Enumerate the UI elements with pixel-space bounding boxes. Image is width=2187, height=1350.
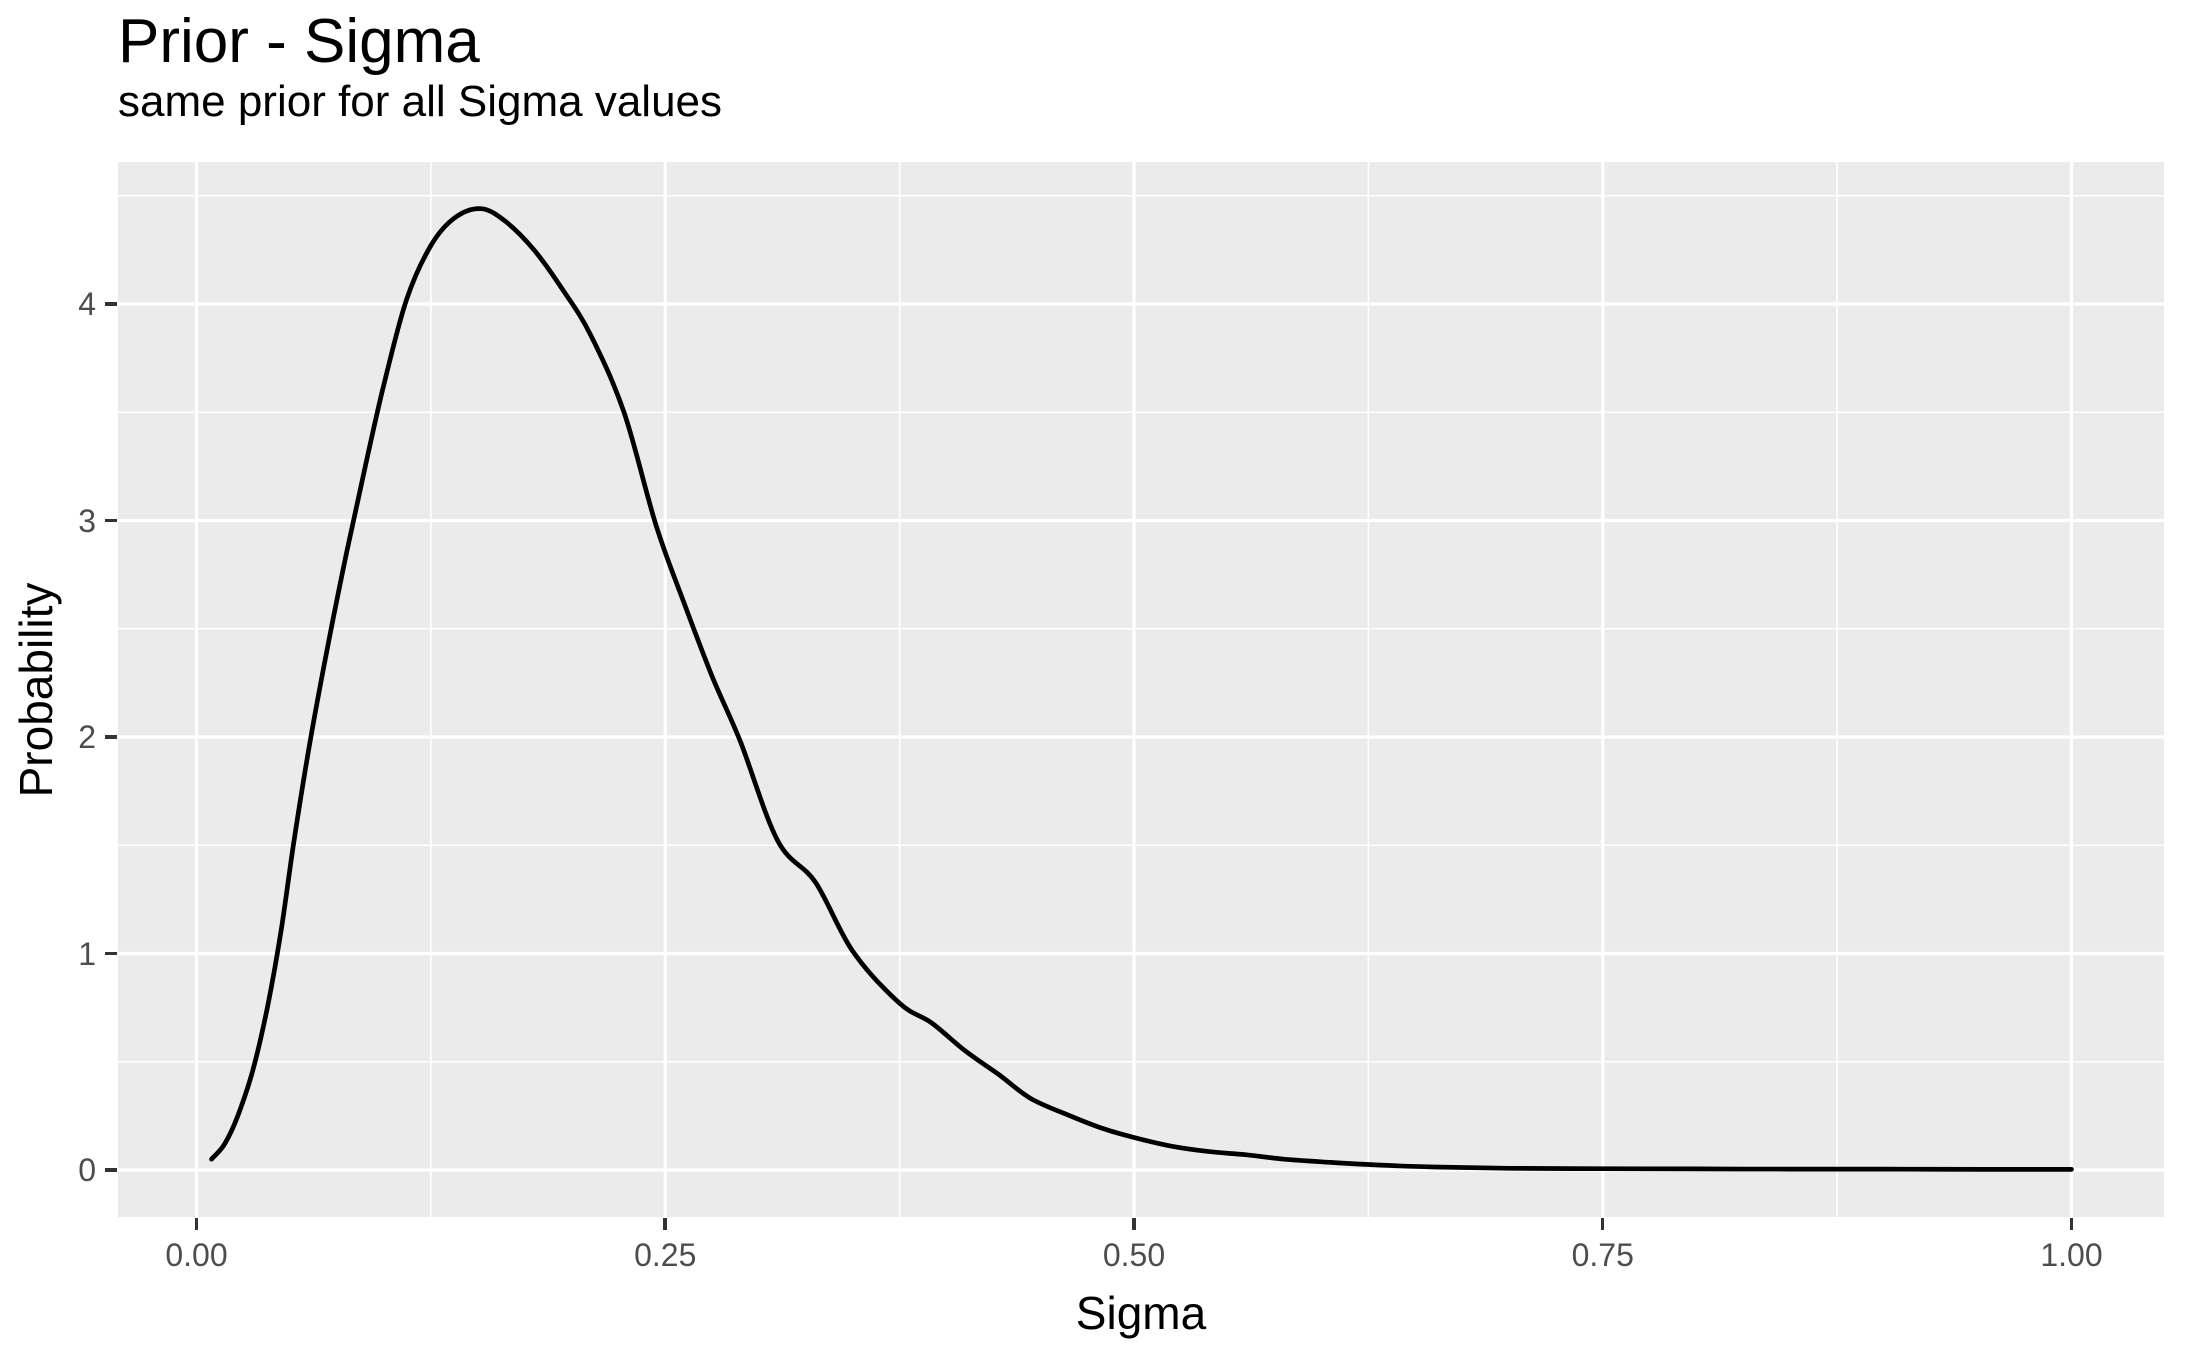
x-axis-tick-label: 0.00 xyxy=(165,1237,228,1273)
y-axis-tick-label: 0 xyxy=(78,1152,96,1188)
x-axis-title: Sigma xyxy=(1075,1287,1207,1339)
x-axis-tick-mark xyxy=(663,1218,667,1230)
x-axis-tick-label: 0.75 xyxy=(1571,1237,1634,1273)
x-axis-tick-mark xyxy=(194,1218,198,1230)
x-axis-tick-label: 0.25 xyxy=(634,1237,697,1273)
y-axis-tick-label: 1 xyxy=(78,935,96,972)
x-axis-tick-mark xyxy=(2069,1218,2073,1230)
y-axis-tick-label: 4 xyxy=(78,286,96,322)
y-axis-tick-mark xyxy=(105,518,117,522)
x-axis-tick-mark xyxy=(1132,1218,1136,1230)
y-axis-title: Probability xyxy=(10,582,62,798)
y-axis-tick-mark xyxy=(105,951,117,955)
x-axis-tick-label: 1.00 xyxy=(2040,1237,2103,1273)
y-axis-tick-label: 3 xyxy=(78,502,96,539)
y-axis-tick-label: 2 xyxy=(78,719,96,755)
prior-density-curve xyxy=(209,206,2074,1172)
plot-panel xyxy=(118,162,2164,1217)
y-axis-tick-mark xyxy=(105,302,117,306)
y-axis-tick-mark xyxy=(105,735,117,739)
density-plot-svg xyxy=(118,162,2164,1217)
plot-title: Prior - Sigma xyxy=(118,7,480,76)
plot-subtitle: same prior for all Sigma values xyxy=(118,77,723,126)
y-axis-tick-mark xyxy=(105,1168,117,1172)
x-axis-tick-mark xyxy=(1600,1218,1605,1230)
x-axis-tick-label: 0.50 xyxy=(1102,1237,1166,1273)
